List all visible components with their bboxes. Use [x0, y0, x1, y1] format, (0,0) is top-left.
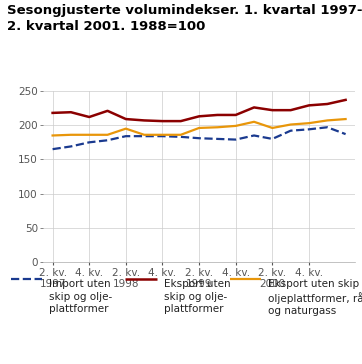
- Text: Eksport uten
skip og olje-
plattformer: Eksport uten skip og olje- plattformer: [164, 279, 230, 314]
- Text: Sesongjusterte volumindekser. 1. kvartal 1997-
2. kvartal 2001. 1988=100: Sesongjusterte volumindekser. 1. kvartal…: [7, 4, 362, 33]
- Text: Eksport uten skip og
oljeplattformer, råolje
og naturgass: Eksport uten skip og oljeplattformer, rå…: [268, 279, 362, 316]
- Text: Import uten
skip og olje-
plattformer: Import uten skip og olje- plattformer: [49, 279, 112, 314]
